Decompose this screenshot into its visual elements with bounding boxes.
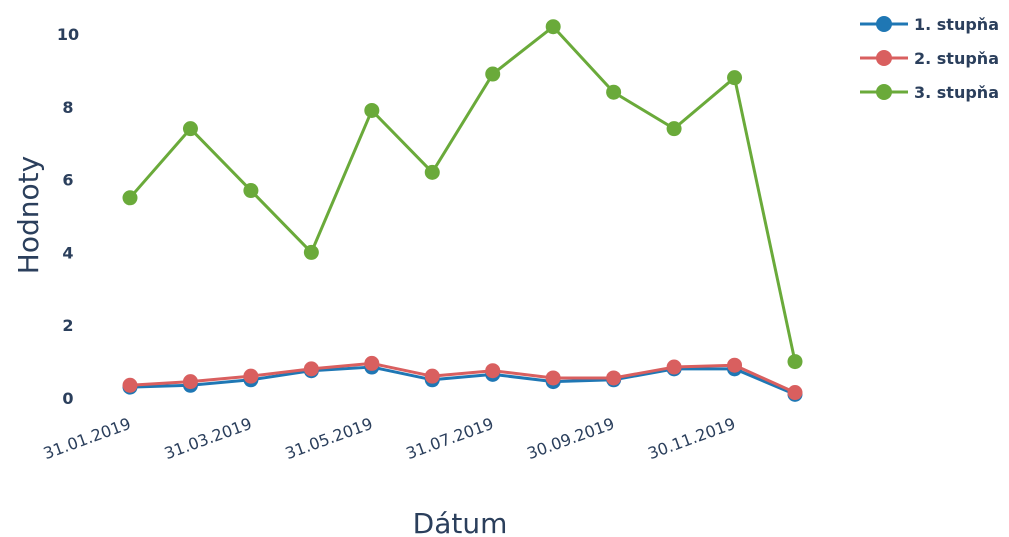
data-point xyxy=(545,19,561,35)
data-point xyxy=(122,190,138,206)
legend-item: 1. stupňa xyxy=(860,15,999,34)
x-tick-label: 30.09.2019 xyxy=(524,414,617,463)
data-point xyxy=(182,374,198,390)
data-point xyxy=(666,359,682,375)
y-tick-label: 0 xyxy=(62,389,73,408)
series-line xyxy=(129,365,796,396)
data-point xyxy=(606,84,622,100)
data-point xyxy=(485,66,501,82)
data-point xyxy=(485,363,501,379)
x-axis-ticks: 31.01.2019 31.03.2019 31.05.2019 31.07.2019… xyxy=(41,414,738,463)
data-point xyxy=(122,377,138,393)
data-point xyxy=(606,370,622,386)
x-tick-label: 31.03.2019 xyxy=(162,414,255,463)
legend-marker xyxy=(876,50,892,66)
series-layer xyxy=(122,19,803,402)
x-tick-label: 31.01.2019 xyxy=(41,414,134,463)
data-point xyxy=(787,354,803,370)
legend-marker xyxy=(876,16,892,32)
data-point xyxy=(182,121,198,137)
y-axis-title: Hodnoty xyxy=(12,156,45,274)
data-point xyxy=(545,370,561,386)
series-line xyxy=(129,361,796,394)
data-point xyxy=(243,368,259,384)
y-tick-label: 6 xyxy=(62,171,73,190)
legend-label: 2. stupňa xyxy=(914,49,999,68)
legend-label: 3. stupňa xyxy=(914,83,999,102)
x-axis-title: Dátum xyxy=(413,507,508,537)
data-point xyxy=(364,102,380,118)
series-3 xyxy=(122,19,803,370)
y-tick-label: 8 xyxy=(62,98,73,117)
y-tick-label: 4 xyxy=(62,243,73,262)
data-point xyxy=(424,368,440,384)
data-point xyxy=(303,361,319,377)
x-tick-label: 30.11.2019 xyxy=(645,414,738,463)
data-point xyxy=(787,385,803,401)
y-tick-label: 10 xyxy=(57,25,79,44)
data-point xyxy=(727,70,743,86)
data-point xyxy=(424,164,440,180)
legend-marker xyxy=(876,84,892,100)
data-point xyxy=(364,355,380,371)
legend-label: 1. stupňa xyxy=(914,15,999,34)
series-2 xyxy=(122,355,803,401)
legend-item: 3. stupňa xyxy=(860,83,999,102)
data-point xyxy=(666,121,682,137)
legend-item: 2. stupňa xyxy=(860,49,999,68)
x-tick-label: 31.05.2019 xyxy=(283,414,376,463)
data-point xyxy=(303,244,319,260)
series-line xyxy=(128,25,797,362)
x-tick-label: 31.07.2019 xyxy=(404,414,497,463)
y-axis-ticks: 0 2 4 6 8 10 xyxy=(57,25,79,408)
data-point xyxy=(727,357,743,373)
data-point xyxy=(243,183,259,199)
legend: 1. stupňa 2. stupňa 3. stupňa xyxy=(860,15,999,102)
y-tick-label: 2 xyxy=(62,316,73,335)
